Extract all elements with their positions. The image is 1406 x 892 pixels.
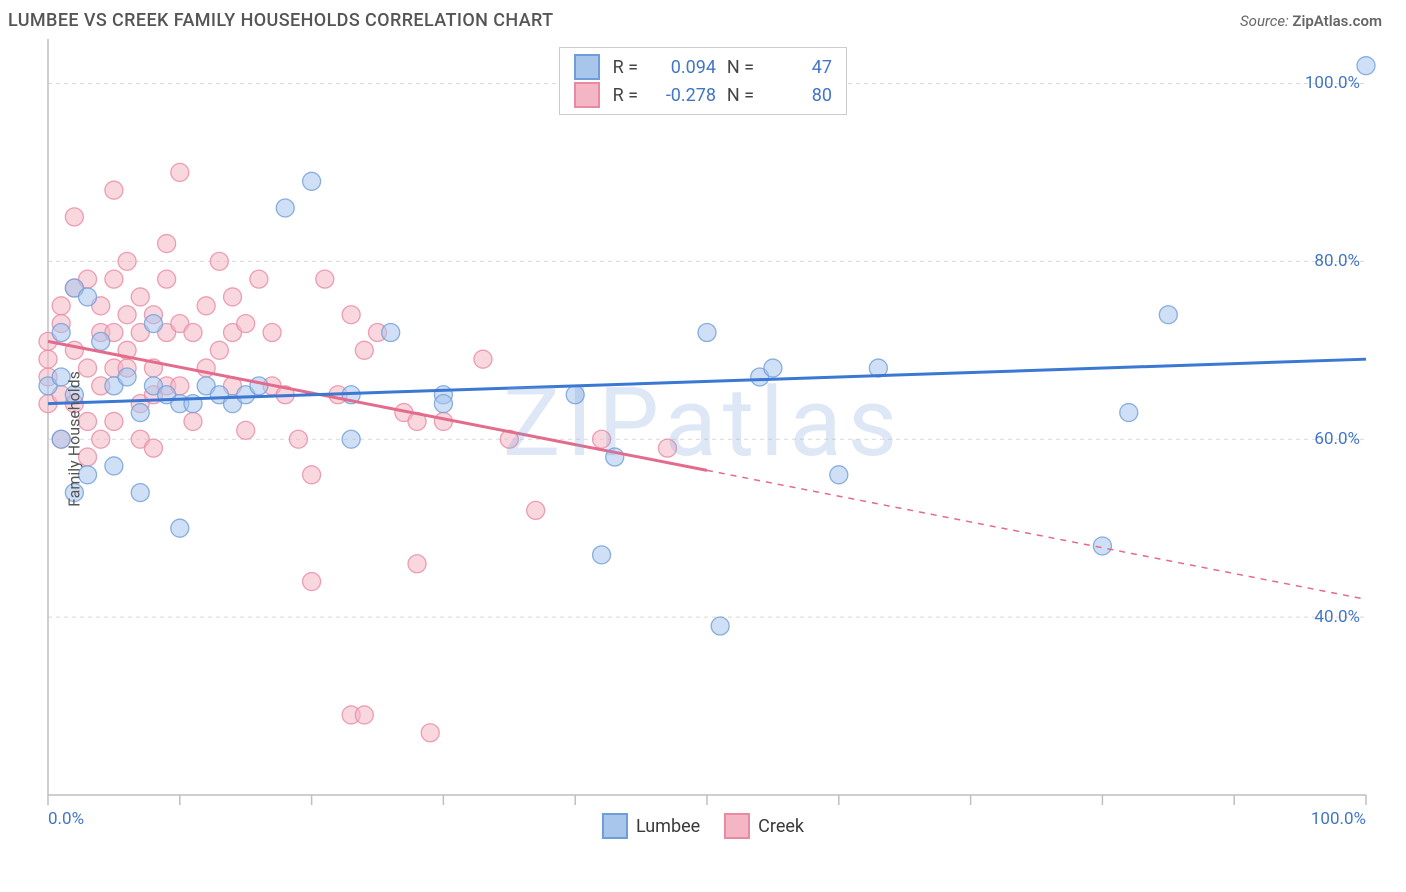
lumbee-swatch bbox=[574, 54, 600, 80]
series-legend: Lumbee Creek bbox=[602, 813, 804, 839]
lumbee-r-value: 0.094 bbox=[648, 57, 716, 78]
y-axis-label: Family Households bbox=[64, 371, 83, 507]
legend-item-lumbee: Lumbee bbox=[602, 813, 700, 839]
tick-label: 100.0% bbox=[1305, 73, 1360, 93]
chart-title: LUMBEE VS CREEK FAMILY HOUSEHOLDS CORREL… bbox=[8, 10, 554, 31]
correlation-row-creek: R = -0.278 N = 80 bbox=[574, 82, 832, 108]
creek-label: Creek bbox=[758, 816, 804, 837]
tick-label: 80.0% bbox=[1314, 251, 1360, 271]
lumbee-swatch-icon bbox=[602, 813, 628, 839]
creek-n-value: 80 bbox=[764, 85, 832, 106]
tick-label: 0.0% bbox=[48, 809, 84, 829]
tick-label: 60.0% bbox=[1314, 429, 1360, 449]
creek-swatch bbox=[574, 82, 600, 108]
tick-label: 40.0% bbox=[1314, 607, 1360, 627]
correlation-legend: R = 0.094 N = 47 R = -0.278 N = 80 bbox=[559, 47, 847, 115]
creek-swatch-icon bbox=[724, 813, 750, 839]
tick-label: 100.0% bbox=[1311, 809, 1366, 829]
lumbee-n-value: 47 bbox=[764, 57, 832, 78]
legend-item-creek: Creek bbox=[724, 813, 804, 839]
scatter-chart bbox=[0, 39, 1406, 839]
chart-container: Family Households ZIPatlas R = 0.094 N =… bbox=[0, 39, 1406, 839]
correlation-row-lumbee: R = 0.094 N = 47 bbox=[574, 54, 832, 80]
creek-r-value: -0.278 bbox=[648, 85, 716, 106]
lumbee-label: Lumbee bbox=[636, 816, 700, 837]
chart-source: Source: ZipAtlas.com bbox=[1240, 12, 1382, 30]
